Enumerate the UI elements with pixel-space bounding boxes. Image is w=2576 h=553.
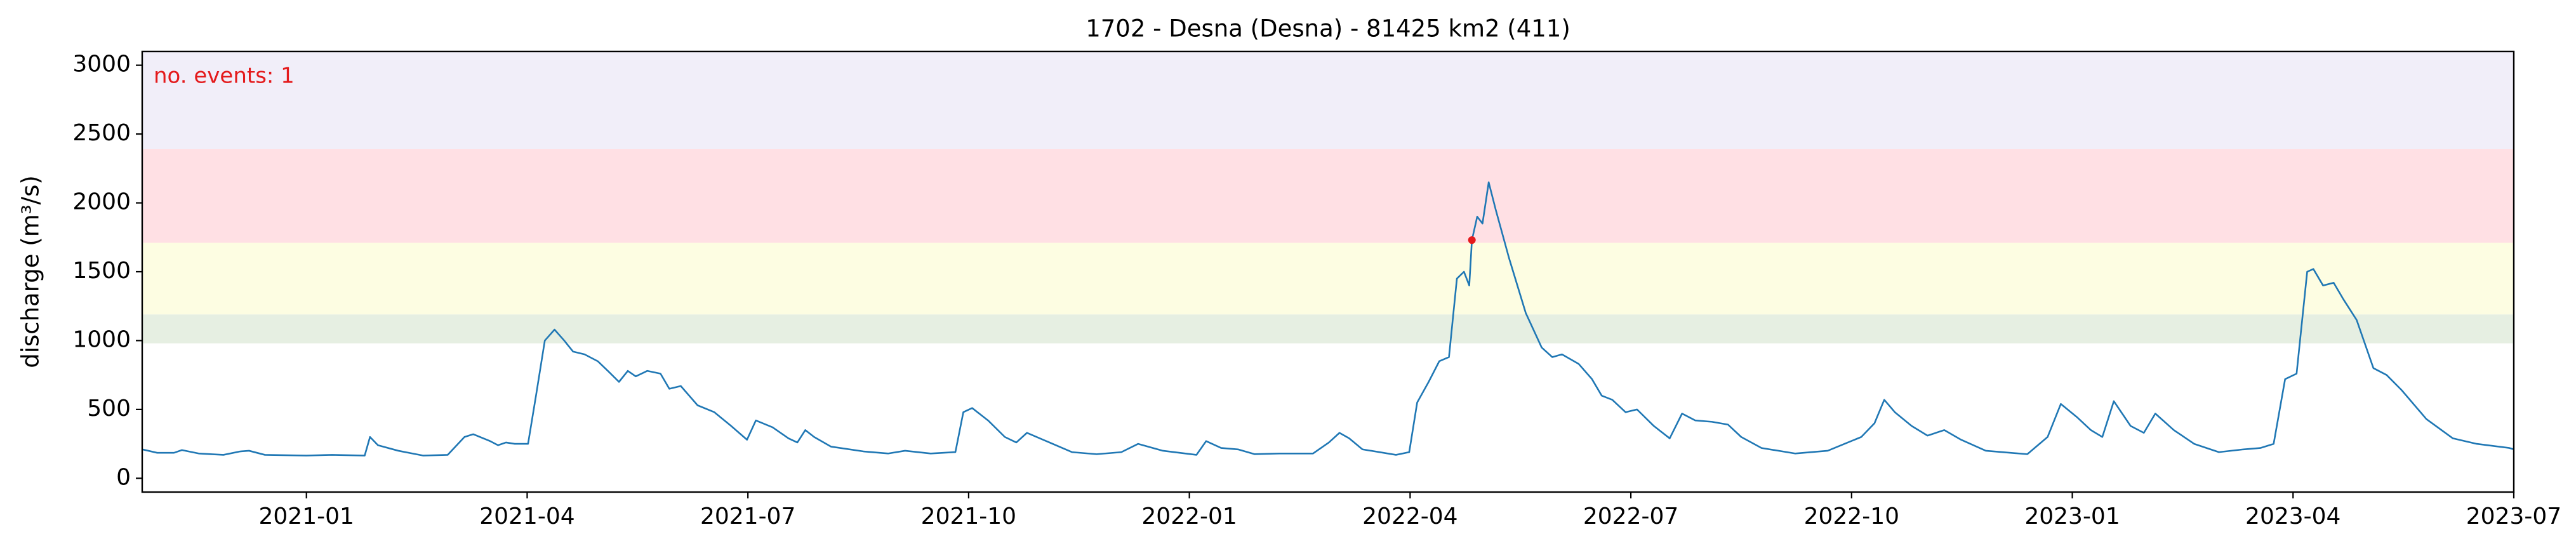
y-axis-label: discharge (m³/s) [17,175,44,368]
y-tick-label: 1000 [72,326,131,352]
threshold-band [142,149,2514,243]
threshold-band [142,243,2514,315]
x-tick-label: 2021-10 [921,503,1016,530]
x-tick-label: 2022-04 [1362,503,1457,530]
event-marker [1468,236,1476,244]
y-tick-label: 2500 [72,120,131,146]
y-tick-label: 500 [87,396,131,422]
plot-area [142,51,2514,456]
y-tick-label: 2000 [72,189,131,215]
x-tick-label: 2022-10 [1804,503,1899,530]
threshold-band [142,314,2514,343]
chart-title: 1702 - Desna (Desna) - 81425 km2 (411) [1086,15,1570,43]
x-tick-label: 2022-07 [1583,503,1678,530]
y-tick-label: 1500 [72,258,131,284]
y-tick-label: 3000 [72,51,131,77]
x-tick-label: 2021-04 [479,503,574,530]
x-tick-label: 2023-01 [2024,503,2120,530]
annotation: no. events: 1 [154,63,295,89]
x-tick-label: 2023-07 [2466,503,2561,530]
threshold-band [142,51,2514,149]
x-tick-label: 2021-01 [258,503,354,530]
line [142,181,2514,456]
x-tick-label: 2021-07 [700,503,795,530]
x-tick-label: 2023-04 [2245,503,2340,530]
y-tick-label: 0 [116,464,131,490]
x-tick-label: 2022-01 [1141,503,1237,530]
